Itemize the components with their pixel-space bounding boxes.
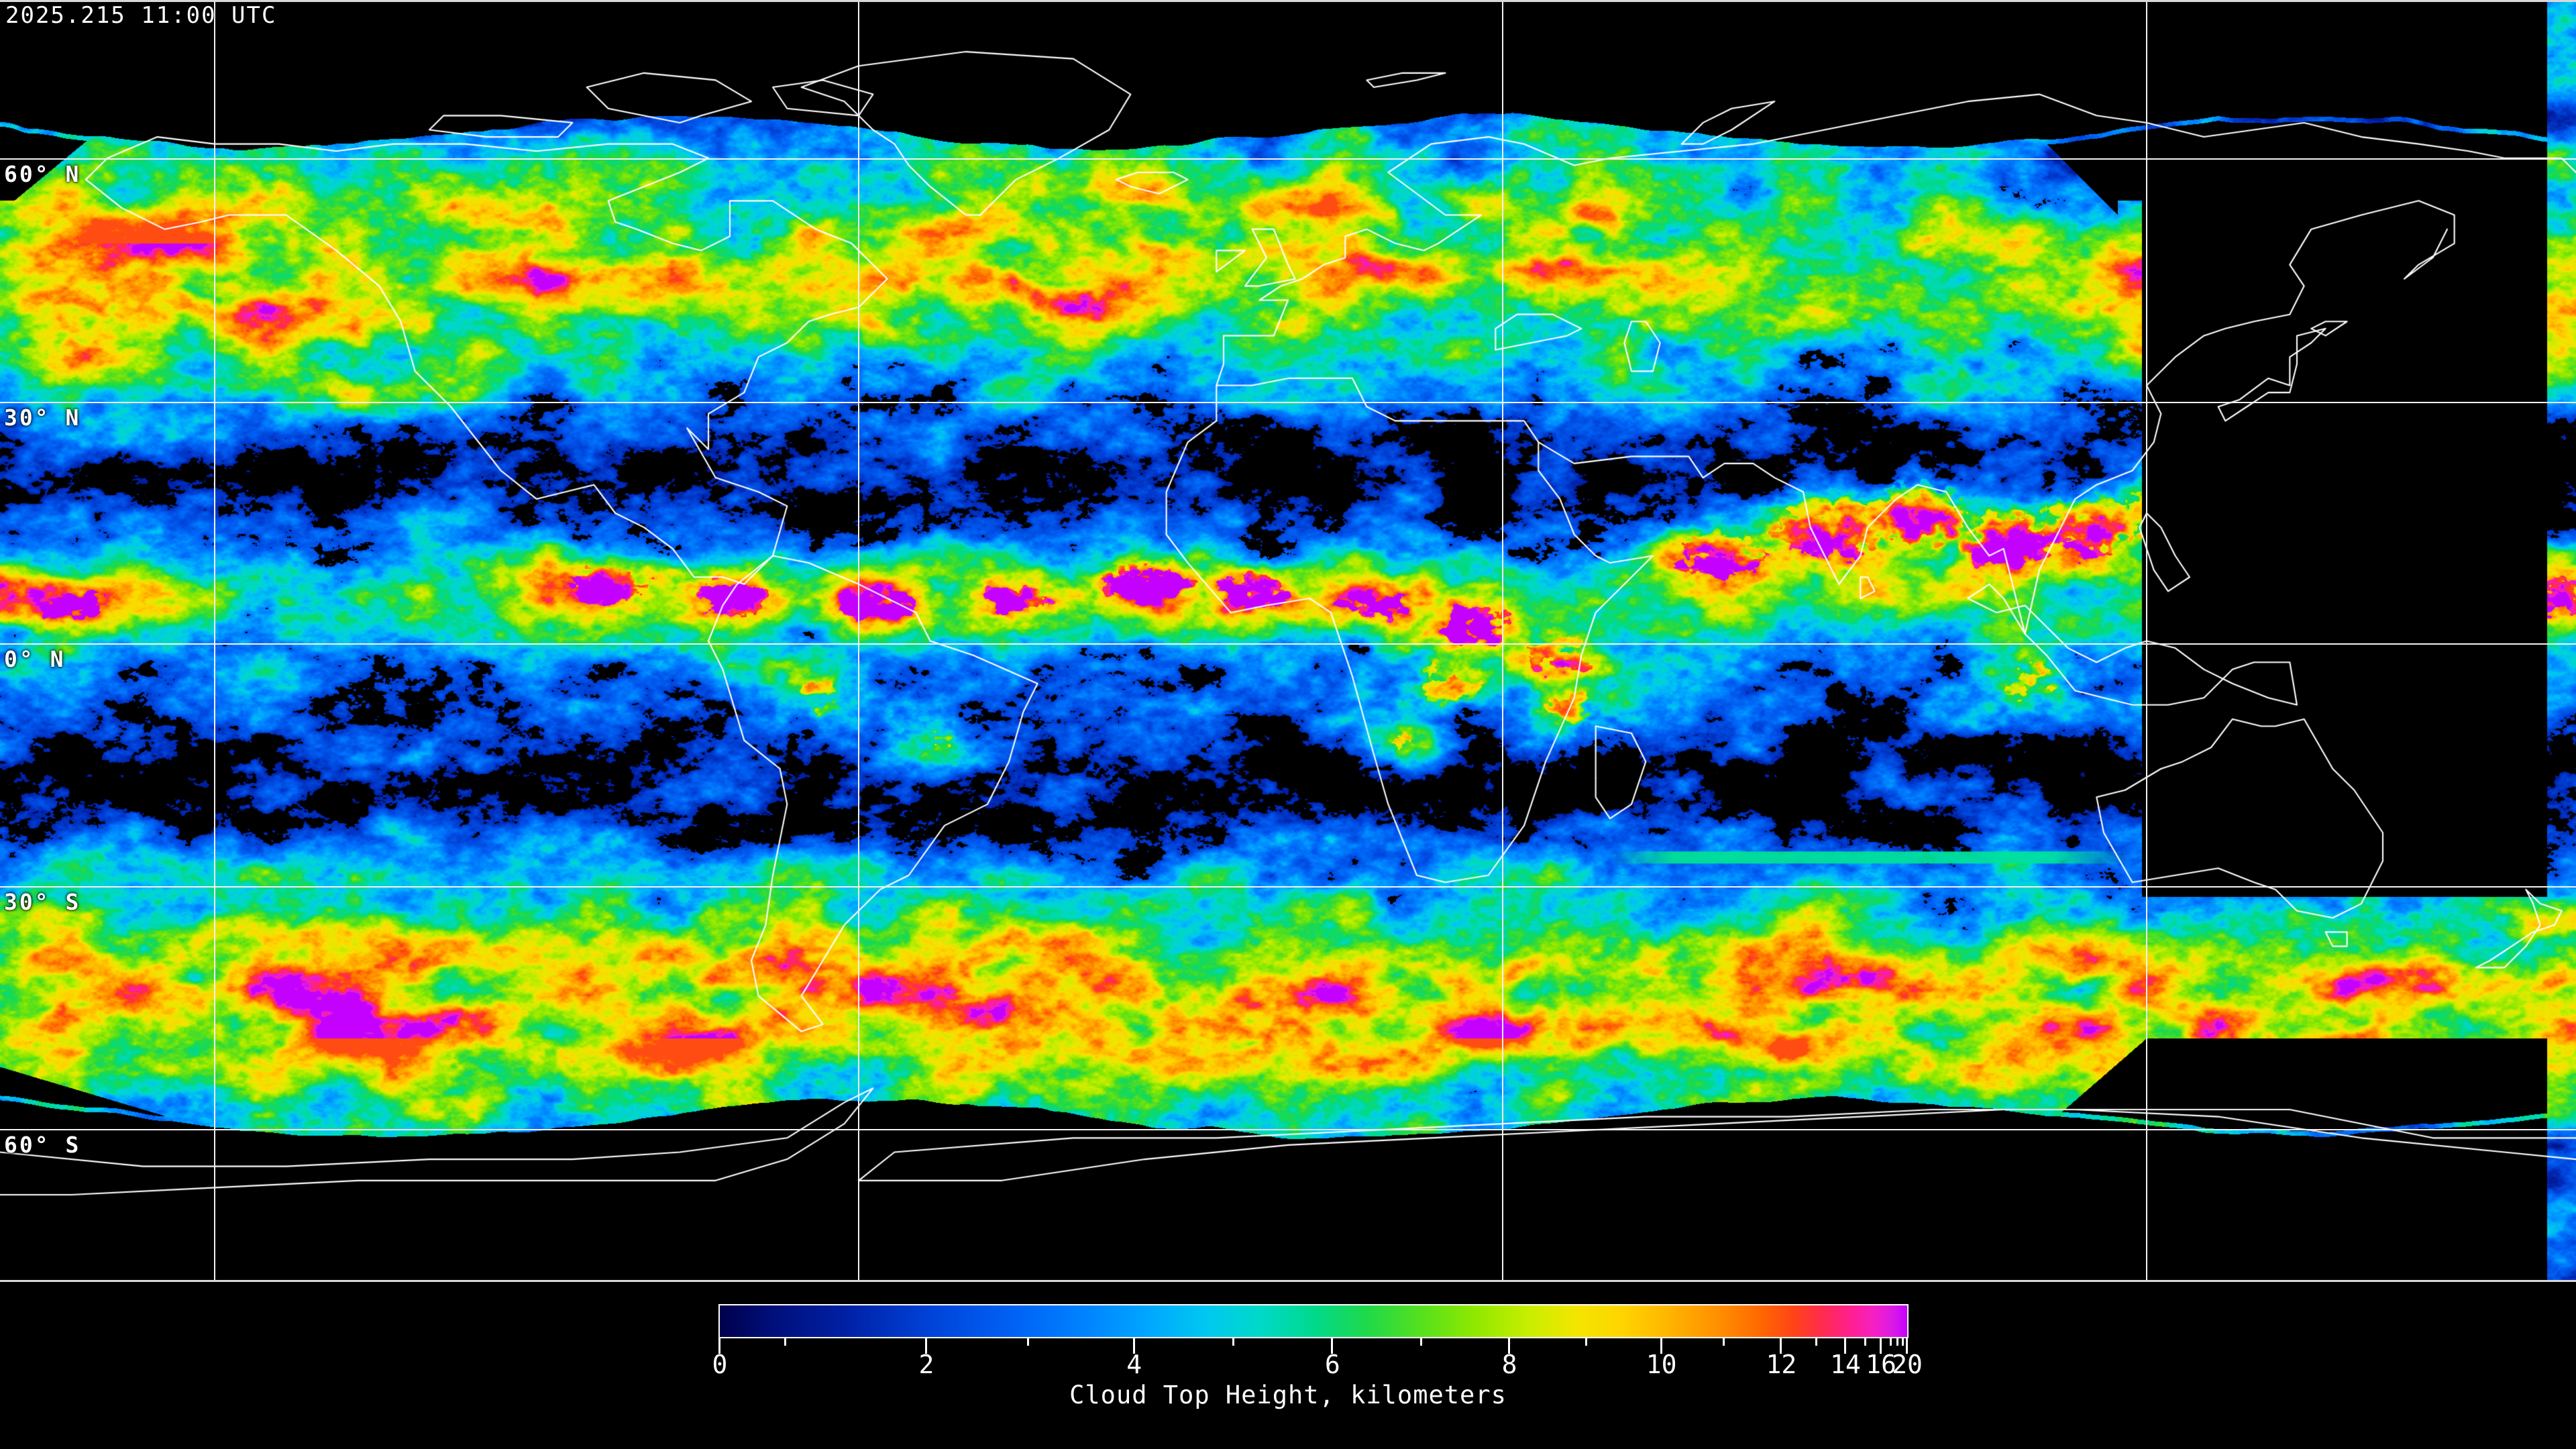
colorbar-tick-label: 14 xyxy=(1830,1350,1861,1379)
colorbar-minor-tick xyxy=(1723,1337,1725,1346)
colorbar-tick-label: 10 xyxy=(1646,1350,1677,1379)
lat-label-60n: 60° N xyxy=(4,161,81,187)
map-plate[interactable]: 60° N 30° N 0° N 30° S 60° S xyxy=(0,2,2576,1280)
colorbar-minor-tick xyxy=(1815,1337,1818,1346)
gridline-lon-60w xyxy=(858,2,859,1280)
colorbar-block: 0 2 4 6 8 10 12 14 16 20 Cloud Top Height, kilome… xyxy=(0,1282,2576,1449)
colorbar-major-tick xyxy=(1906,1337,1908,1354)
colorbar-major-tick xyxy=(924,1337,927,1354)
colorbar-major-tick xyxy=(1508,1337,1511,1354)
colorbar-tick-label: 6 xyxy=(1324,1350,1340,1379)
colorbar-major-tick xyxy=(718,1337,720,1354)
gridline-lat-60s xyxy=(0,1129,2576,1130)
colorbar-tick-label: 16 xyxy=(1866,1350,1896,1379)
gridline-lat-30n xyxy=(0,402,2576,403)
colorbar-major-tick xyxy=(1843,1337,1846,1354)
timestamp-label: 2025.215 11:00 UTC xyxy=(5,2,277,29)
colorbar-gradient xyxy=(720,1305,1907,1337)
colorbar-tick-label: 12 xyxy=(1766,1350,1797,1379)
colorbar-major-tick xyxy=(1132,1337,1135,1354)
colorbar-major-tick xyxy=(1780,1337,1782,1354)
cloud-top-height-raster[interactable] xyxy=(0,2,2576,1280)
gridline-lat-30s xyxy=(0,886,2576,888)
colorbar-major-tick xyxy=(1880,1337,1882,1354)
colorbar-caption: Cloud Top Height, kilometers xyxy=(1069,1381,1507,1409)
gridline-lat-0 xyxy=(0,643,2576,645)
lat-label-60s: 60° S xyxy=(4,1132,81,1158)
frame-bottom-border xyxy=(0,1280,2576,1282)
lat-label-30s: 30° S xyxy=(4,889,81,915)
colorbar-tick-label: 2 xyxy=(918,1350,934,1379)
colorbar-tick-label: 20 xyxy=(1892,1350,1923,1379)
frame-top-border xyxy=(0,0,2576,2)
colorbar-minor-tick xyxy=(1864,1337,1867,1346)
colorbar-minor-tick xyxy=(1901,1337,1904,1346)
colorbar-tick-labels: 0 2 4 6 8 10 12 14 16 20 xyxy=(712,1350,1923,1383)
colorbar-minor-tick xyxy=(1896,1337,1898,1346)
colorbar-tick-label: 0 xyxy=(712,1350,728,1379)
gridline-lat-60n xyxy=(0,158,2576,160)
gridline-lon-60e xyxy=(2146,2,2147,1280)
colorbar-minor-tick xyxy=(1232,1337,1235,1346)
colorbar-scale[interactable] xyxy=(718,1304,1909,1338)
colorbar-major-tick xyxy=(1660,1337,1662,1354)
gridline-lon-0 xyxy=(1502,2,1503,1280)
colorbar-tick-label: 4 xyxy=(1126,1350,1142,1379)
colorbar-minor-tick xyxy=(784,1337,787,1346)
colorbar-minor-tick xyxy=(1420,1337,1423,1346)
gridline-lon-120w xyxy=(214,2,215,1280)
colorbar-tick-label: 8 xyxy=(1501,1350,1517,1379)
lat-label-0: 0° N xyxy=(4,646,66,672)
colorbar-minor-tick xyxy=(1585,1337,1588,1346)
colorbar-major-tick xyxy=(1331,1337,1334,1354)
colorbar-minor-tick xyxy=(1890,1337,1892,1346)
lat-label-30n: 30° N xyxy=(4,405,81,431)
colorbar-ticks xyxy=(718,1337,1909,1354)
colorbar-minor-tick xyxy=(1027,1337,1030,1346)
